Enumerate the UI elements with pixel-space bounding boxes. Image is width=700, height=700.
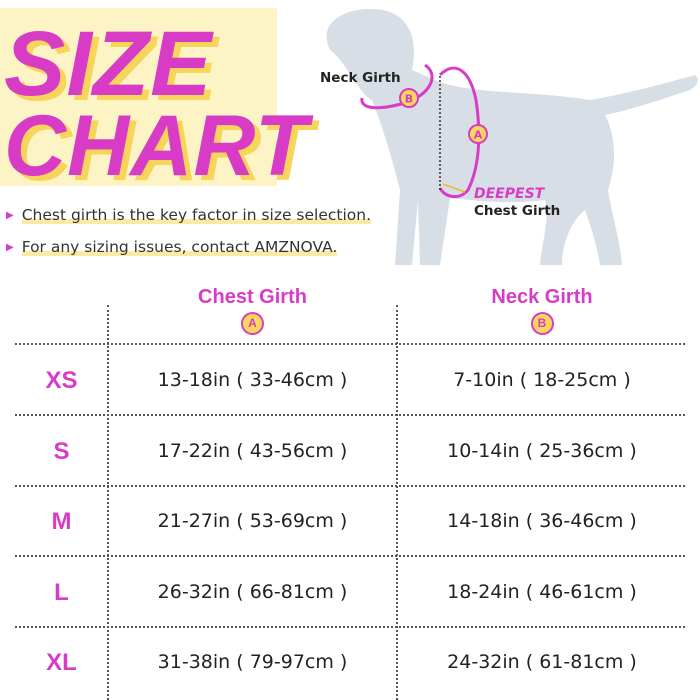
row-divider [15, 626, 685, 628]
triangle-icon: ▶ [6, 241, 14, 253]
badge-a [468, 124, 488, 144]
badge-b-icon: B [530, 312, 554, 335]
deepest-label: DEEPEST [474, 186, 545, 202]
row-divider [15, 555, 685, 557]
dog-diagram: B A [326, 8, 698, 265]
size-label: XS [45, 367, 78, 394]
chest-value: 21-27in ( 53-69cm ) [157, 510, 348, 532]
size-label: M [51, 508, 72, 535]
row-divider [15, 343, 685, 345]
table-row: S 17-22in ( 43-56cm ) 10-14in ( 25-36cm … [0, 416, 700, 486]
title-line-2: CHART [4, 98, 309, 194]
triangle-icon: ▶ [6, 209, 14, 221]
row-divider [15, 485, 685, 487]
column-header-neck: Neck Girth B [397, 286, 687, 335]
chest-value: 13-18in ( 33-46cm ) [157, 369, 348, 391]
svg-text:B: B [405, 93, 413, 106]
column-header-chest: Chest Girth A [108, 286, 397, 335]
neck-value: 24-32in ( 61-81cm ) [447, 651, 637, 673]
size-label: S [53, 438, 70, 465]
bullet-item: ▶ Chest girth is the key factor in size s… [6, 206, 372, 224]
table-row: XL 31-38in ( 79-97cm ) 24-32in ( 61-81cm… [0, 627, 700, 697]
neck-value: 7-10in ( 18-25cm ) [453, 369, 631, 391]
dog-silhouette [326, 8, 698, 265]
size-label: L [54, 579, 69, 606]
size-label: XL [46, 649, 77, 676]
bullet-item: ▶ For any sizing issues, contact AMZNOVA. [6, 238, 338, 256]
neck-value: 18-24in ( 46-61cm ) [447, 581, 637, 603]
chest-value: 17-22in ( 43-56cm ) [157, 440, 348, 462]
svg-text:A: A [474, 129, 483, 142]
table-row: M 21-27in ( 53-69cm ) 14-18in ( 36-46cm … [0, 486, 700, 556]
deepest-arrow [442, 183, 466, 193]
table-row: L 26-32in ( 66-81cm ) 18-24in ( 46-61cm … [0, 557, 700, 627]
table-row: XS 13-18in ( 33-46cm ) 7-10in ( 18-25cm … [0, 345, 700, 415]
neck-girth-label: Neck Girth [320, 70, 401, 86]
chest-girth-label: Chest Girth [474, 203, 561, 219]
neck-value: 10-14in ( 25-36cm ) [447, 440, 637, 462]
badge-a-icon: A [241, 312, 264, 335]
column-divider [396, 305, 398, 700]
title-line-1: SIZE [4, 13, 213, 115]
chest-value: 26-32in ( 66-81cm ) [157, 581, 348, 603]
column-divider [107, 305, 109, 700]
title-highlight [0, 8, 277, 186]
badge-b [399, 88, 419, 108]
chest-girth-loop [438, 66, 481, 198]
neck-value: 14-18in ( 36-46cm ) [447, 510, 637, 532]
chest-value: 31-38in ( 79-97cm ) [157, 651, 348, 673]
row-divider [15, 414, 685, 416]
